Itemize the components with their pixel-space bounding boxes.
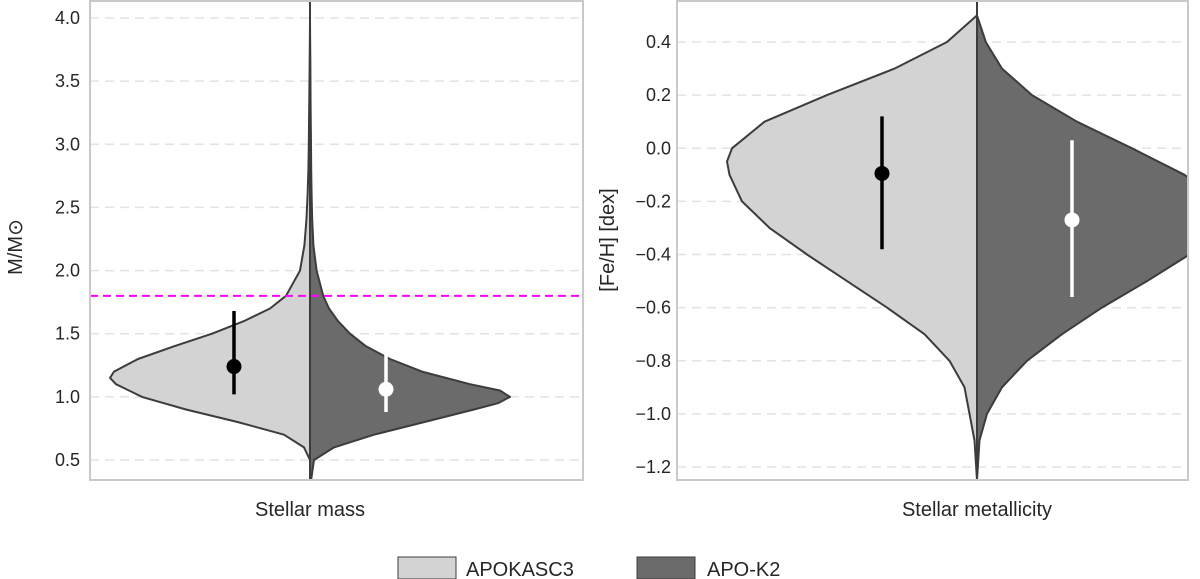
mass-y-tick-label: 4.0 bbox=[55, 8, 80, 28]
stellar-mass-panel: M/M⊙ Stellar mass 0.5 1.0 1.5 2.0 2.5 3.0 3.5 4… bbox=[5, 0, 584, 521]
mass-y-tick-label: 3.5 bbox=[55, 71, 80, 91]
mass-violin-apo-k2 bbox=[309, 20, 511, 480]
mass-y-tick-label: 0.5 bbox=[55, 450, 80, 470]
mass-median-point-apokasc3 bbox=[226, 359, 242, 375]
mass-y-tick-label: 3.0 bbox=[55, 134, 80, 154]
metallicity-y-tick-label: 0.2 bbox=[646, 85, 671, 105]
legend-label-apo-k2: APO-K2 bbox=[707, 559, 780, 579]
metallicity-y-tick-label: −1.2 bbox=[635, 457, 671, 477]
mass-y-tick-label: 2.0 bbox=[55, 261, 80, 281]
metallicity-y-tick-label: −0.2 bbox=[635, 191, 671, 211]
metallicity-median-point-apo-k2 bbox=[1064, 212, 1080, 228]
mass-y-tick-label: 2.5 bbox=[55, 197, 80, 217]
legend-swatch-apo-k2 bbox=[636, 556, 696, 579]
mass-x-axis-label: Stellar mass bbox=[255, 499, 365, 521]
mass-y-tick-label: 1.0 bbox=[55, 387, 80, 407]
metallicity-violin-apo-k2 bbox=[976, 14, 1188, 480]
metallicity-y-tick-label: −1.0 bbox=[635, 404, 671, 424]
mass-plot-frame bbox=[89, 0, 584, 481]
legend-swatch-apokasc3 bbox=[397, 556, 457, 579]
metallicity-x-axis-label: Stellar metallicity bbox=[902, 499, 1052, 521]
mass-violin-apokasc3 bbox=[109, 20, 311, 461]
mass-median-point-apo-k2 bbox=[378, 381, 394, 397]
mass-y-axis-label: M/M⊙ bbox=[5, 219, 27, 275]
stellar-metallicity-panel: [Fe/H] [dex] Stellar metallicity −1.2 −1.… bbox=[597, 0, 1189, 521]
metallicity-y-tick-label: 0.4 bbox=[646, 32, 671, 52]
mass-y-tick-label: 1.5 bbox=[55, 324, 80, 344]
metallicity-violin-apokasc3 bbox=[726, 14, 978, 480]
metallicity-y-axis-label: [Fe/H] [dex] bbox=[597, 188, 619, 291]
metallicity-y-tick-label: 0.0 bbox=[646, 138, 671, 158]
metallicity-y-tick-label: −0.8 bbox=[635, 351, 671, 371]
metallicity-y-tick-label: −0.4 bbox=[635, 245, 671, 265]
metallicity-plot-frame bbox=[676, 0, 1189, 481]
metallicity-y-tick-label: −0.6 bbox=[635, 298, 671, 318]
legend-label-apokasc3: APOKASC3 bbox=[466, 559, 574, 579]
legend: APOKASC3 APO-K2 bbox=[397, 556, 780, 579]
metallicity-median-point-apokasc3 bbox=[874, 165, 890, 181]
